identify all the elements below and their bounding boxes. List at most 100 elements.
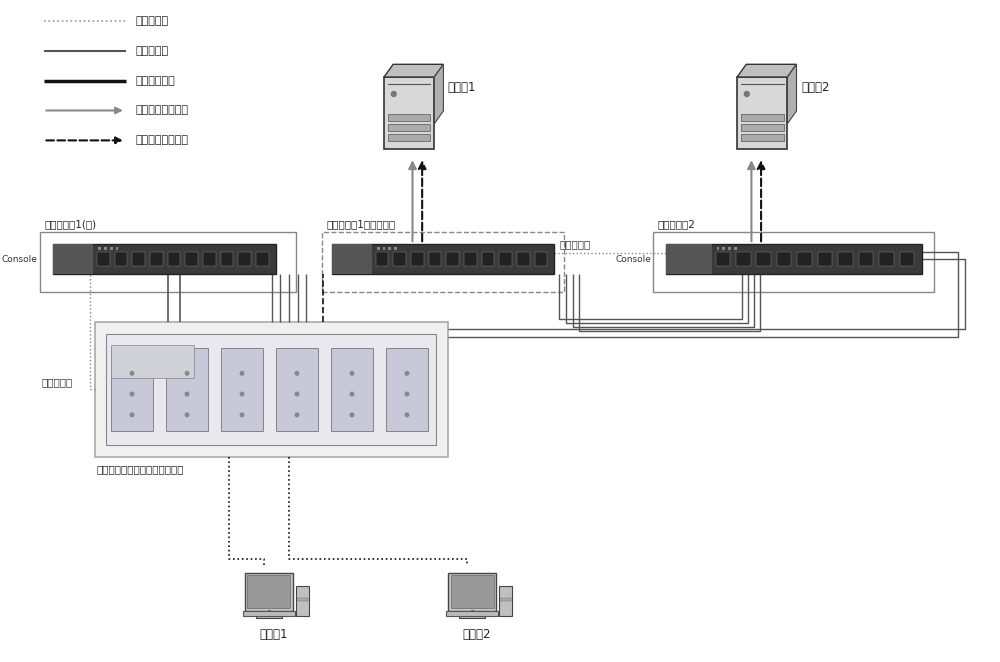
Bar: [900, 252, 914, 265]
Bar: [388, 134, 430, 140]
Polygon shape: [384, 64, 443, 77]
Bar: [446, 611, 498, 616]
Circle shape: [295, 413, 299, 416]
Bar: [276, 348, 318, 432]
Bar: [451, 575, 494, 608]
Bar: [459, 615, 485, 618]
Bar: [221, 348, 263, 432]
Bar: [322, 232, 564, 292]
Bar: [185, 252, 198, 265]
Text: 服务器1: 服务器1: [448, 81, 476, 94]
Bar: [116, 247, 118, 250]
Text: 心跳控制线: 心跳控制线: [42, 377, 73, 388]
Circle shape: [350, 371, 354, 375]
Bar: [388, 124, 430, 130]
Bar: [446, 252, 459, 265]
Bar: [818, 252, 832, 265]
Bar: [517, 252, 530, 265]
Bar: [115, 252, 127, 265]
Bar: [716, 252, 730, 265]
Bar: [332, 244, 554, 274]
FancyBboxPatch shape: [737, 77, 787, 149]
Bar: [741, 114, 784, 120]
Bar: [383, 247, 385, 250]
Circle shape: [130, 371, 134, 375]
Circle shape: [240, 413, 244, 416]
Bar: [98, 247, 101, 250]
Polygon shape: [787, 64, 797, 124]
Text: 正常情况通信路线: 正常情况通信路线: [135, 105, 188, 115]
Bar: [247, 575, 290, 608]
Bar: [394, 247, 397, 250]
Circle shape: [130, 413, 134, 416]
Bar: [111, 345, 194, 378]
Bar: [499, 252, 512, 265]
Text: Console: Console: [2, 255, 38, 263]
Bar: [482, 252, 494, 265]
Bar: [95, 322, 448, 457]
Bar: [376, 252, 388, 265]
Bar: [243, 611, 295, 616]
Bar: [666, 244, 712, 274]
Bar: [464, 252, 477, 265]
Bar: [168, 252, 180, 265]
Bar: [728, 247, 731, 250]
Circle shape: [185, 371, 189, 375]
Polygon shape: [737, 64, 797, 77]
Bar: [111, 348, 153, 432]
Bar: [166, 348, 208, 432]
Circle shape: [295, 393, 299, 396]
Bar: [256, 252, 269, 265]
Bar: [736, 252, 751, 265]
Bar: [150, 252, 163, 265]
Bar: [535, 252, 547, 265]
Bar: [53, 244, 93, 274]
Text: 客户端2: 客户端2: [463, 628, 491, 641]
Bar: [797, 252, 812, 265]
Bar: [448, 573, 496, 611]
Bar: [377, 247, 380, 250]
Circle shape: [240, 371, 244, 375]
Circle shape: [185, 413, 189, 416]
Text: 网络物理链路应急智能切换系统: 网络物理链路应急智能切换系统: [97, 463, 184, 474]
Bar: [859, 252, 873, 265]
Bar: [756, 252, 771, 265]
Circle shape: [744, 91, 749, 97]
Bar: [296, 586, 309, 616]
Bar: [106, 334, 436, 445]
Bar: [879, 252, 894, 265]
Text: 心跳控制线: 心跳控制线: [135, 16, 169, 26]
Bar: [221, 252, 233, 265]
Bar: [388, 114, 430, 120]
Bar: [332, 244, 372, 274]
Bar: [666, 244, 922, 274]
Text: 被保护设备2: 被保护设备2: [658, 219, 696, 229]
Bar: [429, 252, 441, 265]
Circle shape: [350, 413, 354, 416]
Circle shape: [405, 413, 409, 416]
Text: 被保护设备1(主): 被保护设备1(主): [44, 219, 97, 229]
Bar: [245, 573, 293, 611]
Bar: [734, 247, 737, 250]
Polygon shape: [434, 64, 443, 124]
Text: 备份情况通信路线: 备份情况通信路线: [135, 136, 188, 146]
Bar: [653, 232, 934, 292]
Bar: [104, 247, 107, 250]
Bar: [331, 348, 373, 432]
Bar: [741, 124, 784, 130]
Circle shape: [405, 371, 409, 375]
Text: 被保护设备1的备份设备: 被保护设备1的备份设备: [327, 219, 396, 229]
Bar: [238, 252, 251, 265]
Text: 心跳控制线: 心跳控制线: [559, 239, 590, 249]
Circle shape: [391, 91, 396, 97]
Bar: [411, 252, 424, 265]
Bar: [393, 252, 406, 265]
Bar: [256, 615, 282, 618]
Text: 备份设备线路: 备份设备线路: [135, 75, 175, 85]
Bar: [203, 252, 216, 265]
Circle shape: [240, 393, 244, 396]
Text: 客户端1: 客户端1: [260, 628, 288, 641]
Bar: [722, 247, 725, 250]
Bar: [741, 134, 784, 140]
Bar: [132, 252, 145, 265]
